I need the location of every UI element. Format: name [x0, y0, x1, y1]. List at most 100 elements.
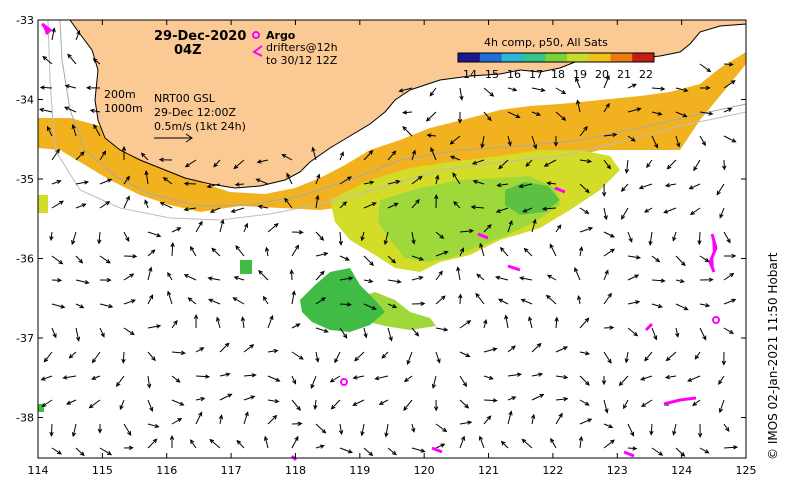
current-arrow: [483, 87, 495, 97]
current-arrow: [286, 172, 293, 185]
current-arrow: [256, 159, 269, 164]
current-arrow: [171, 350, 186, 356]
current-arrow: [169, 434, 175, 448]
current-arrow: [459, 87, 464, 101]
current-arrow: [360, 231, 365, 242]
current-arrow: [555, 224, 562, 233]
current-arrow: [603, 351, 612, 364]
current-arrow: [315, 231, 325, 241]
current-arrow: [675, 327, 680, 338]
current-arrow: [147, 423, 160, 428]
current-arrow: [722, 159, 727, 171]
current-arrow: [664, 182, 677, 188]
current-arrow: [546, 274, 557, 281]
current-arrow: [403, 399, 413, 411]
current-arrow: [75, 303, 85, 309]
current-arrow: [171, 399, 185, 406]
current-arrow: [640, 399, 653, 407]
current-arrow: [601, 183, 607, 198]
current-arrow: [459, 351, 471, 357]
current-arrow: [291, 244, 300, 257]
current-arrow: [621, 207, 629, 220]
drifter-legend-line1: drifters@12h: [266, 41, 338, 54]
y-tick-label: -33: [16, 14, 34, 27]
current-arrow: [640, 375, 653, 381]
current-arrow: [476, 273, 485, 281]
current-arrow: [603, 269, 609, 281]
current-arrow: [507, 219, 513, 233]
current-arrow: [68, 351, 77, 359]
current-arrow: [206, 183, 221, 189]
current-arrow: [411, 275, 424, 281]
header-hour: 04Z: [174, 43, 202, 58]
current-arrow: [719, 207, 725, 219]
current-arrow: [257, 204, 269, 209]
current-arrow: [627, 446, 638, 451]
current-arrow: [311, 146, 317, 161]
current-arrow: [123, 231, 130, 243]
current-arrow: [545, 294, 557, 305]
current-arrow: [267, 222, 279, 233]
current-arrow: [398, 87, 413, 93]
current-arrow: [579, 125, 588, 137]
current-arrow: [195, 374, 211, 379]
current-arrow: [171, 319, 178, 329]
current-arrow: [627, 423, 634, 437]
current-arrow: [167, 271, 173, 281]
drifter-track: [477, 232, 489, 240]
current-arrow: [651, 86, 666, 91]
current-arrow: [291, 351, 304, 360]
current-arrow: [338, 423, 344, 436]
current-arrow: [483, 415, 492, 425]
current-arrow: [723, 298, 737, 305]
current-arrow: [51, 278, 63, 283]
scale-label: 0.5m/s (1kt 24h): [154, 120, 246, 133]
y-tick-label: -35: [16, 173, 34, 186]
current-arrow: [627, 274, 640, 281]
current-arrow: [699, 277, 714, 282]
current-arrow: [233, 159, 245, 170]
colorbar-segment: [588, 53, 611, 62]
current-arrow: [42, 55, 53, 65]
current-arrow: [688, 183, 701, 190]
current-arrow: [262, 295, 269, 305]
current-arrow: [158, 157, 173, 162]
current-arrow: [315, 444, 325, 449]
current-arrow: [453, 200, 461, 209]
x-tick-label: 123: [607, 464, 628, 477]
x-tick-label: 120: [414, 464, 435, 477]
current-arrow: [243, 395, 256, 401]
current-arrow: [433, 399, 439, 412]
current-arrow: [603, 159, 611, 170]
current-arrow: [406, 351, 413, 365]
current-arrow: [49, 231, 54, 242]
current-arrow: [521, 438, 533, 449]
current-arrow: [555, 87, 567, 95]
current-arrow: [716, 183, 725, 196]
x-tick-label: 119: [349, 464, 370, 477]
current-arrow: [411, 301, 426, 306]
current-arrow: [209, 207, 221, 213]
current-arrow: [699, 303, 711, 308]
drifter-track: [554, 186, 566, 194]
argo-legend-label: Argo: [266, 29, 296, 42]
current-arrow: [363, 447, 374, 457]
current-arrow: [147, 438, 158, 449]
current-arrow: [51, 255, 64, 265]
current-arrow: [723, 272, 735, 281]
drifter-track: [644, 322, 654, 332]
current-arrow: [541, 206, 557, 211]
current-arrow: [555, 396, 569, 402]
current-arrow: [39, 85, 53, 90]
current-arrow: [507, 135, 512, 147]
current-arrow: [315, 297, 326, 305]
current-arrow: [525, 159, 533, 168]
colorbar-title: 4h comp, p50, All Sats: [484, 36, 608, 49]
current-arrow: [627, 83, 637, 89]
current-arrow: [147, 324, 162, 329]
current-arrow: [387, 279, 402, 284]
current-arrow: [471, 159, 485, 165]
current-arrow: [144, 199, 149, 209]
current-arrow: [507, 372, 523, 377]
